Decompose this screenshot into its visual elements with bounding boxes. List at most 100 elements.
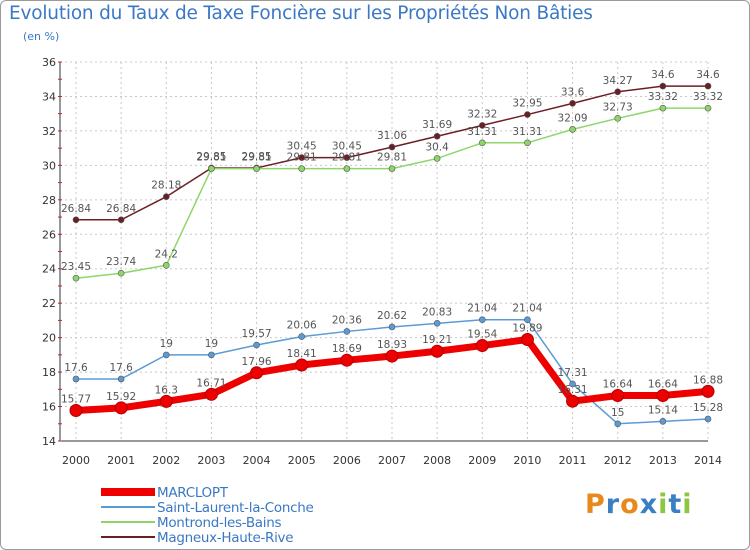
data-point-magneux-haute-rive — [298, 154, 306, 161]
data-label-marclopt: 19.54 — [467, 329, 497, 341]
data-label-marclopt: 18.93 — [377, 339, 407, 351]
data-label-saint-laurent-la-conche: 20.36 — [332, 314, 362, 326]
y-tick-label: 18 — [42, 366, 56, 379]
data-point-saint-laurent-la-conche — [704, 415, 712, 423]
x-tick-label: 2005 — [288, 454, 316, 467]
data-label-marclopt: 16.88 — [693, 374, 723, 386]
legend-swatch — [101, 521, 155, 523]
legend-label: Saint-Laurent-la-Conche — [157, 500, 314, 516]
x-tick-label: 2006 — [333, 454, 361, 467]
logo-letter: i — [658, 489, 669, 520]
data-point-marclopt — [430, 344, 444, 358]
data-label-montrond-les-bains: 29.81 — [287, 152, 317, 164]
data-label-montrond-les-bains: 33.32 — [693, 91, 723, 103]
data-label-magneux-haute-rive: 32.95 — [512, 98, 542, 110]
data-point-marclopt — [701, 384, 715, 398]
data-point-montrond-les-bains — [162, 261, 170, 269]
data-label-marclopt: 16.64 — [603, 379, 633, 391]
data-label-saint-laurent-la-conche: 20.83 — [422, 306, 452, 318]
data-point-saint-laurent-la-conche — [433, 320, 441, 327]
data-label-saint-laurent-la-conche: 15 — [611, 407, 624, 419]
chart-title: Evolution du Taux de Taxe Foncière sur l… — [9, 3, 593, 24]
data-label-saint-laurent-la-conche: 17.31 — [558, 367, 588, 379]
data-label-saint-laurent-la-conche: 15.28 — [693, 402, 723, 414]
legend-label: Magneux-Haute-Rive — [157, 530, 294, 546]
data-label-magneux-haute-rive: 28.18 — [151, 180, 181, 192]
data-point-montrond-les-bains — [704, 104, 712, 112]
x-tick-label: 2001 — [107, 454, 135, 467]
data-label-montrond-les-bains: 32.09 — [558, 112, 588, 124]
data-point-magneux-haute-rive — [524, 111, 531, 118]
data-point-marclopt — [340, 353, 354, 367]
data-label-saint-laurent-la-conche: 15.14 — [648, 404, 678, 416]
y-unit-label: (en %) — [23, 30, 60, 43]
data-label-montrond-les-bains: 31.31 — [512, 126, 542, 138]
data-point-marclopt — [385, 349, 399, 363]
data-point-montrond-les-bains — [569, 126, 576, 133]
data-point-marclopt — [114, 401, 128, 415]
y-tick-label: 36 — [42, 56, 56, 69]
logo-letter: x — [639, 489, 659, 520]
data-point-saint-laurent-la-conche — [569, 380, 576, 388]
data-label-saint-laurent-la-conche: 17.6 — [109, 362, 133, 374]
x-tick-label: 2011 — [559, 454, 587, 467]
x-tick-label: 2003 — [197, 454, 225, 467]
data-point-montrond-les-bains — [388, 165, 396, 172]
data-point-montrond-les-bains — [298, 165, 306, 172]
data-point-montrond-les-bains — [253, 165, 260, 172]
data-label-montrond-les-bains: 31.31 — [467, 126, 497, 138]
y-tick-label: 30 — [42, 159, 56, 172]
data-point-magneux-haute-rive — [388, 143, 396, 151]
legend-label: MARCLOPT — [157, 485, 228, 501]
data-label-saint-laurent-la-conche: 20.06 — [287, 320, 317, 332]
x-tick-label: 2010 — [513, 454, 541, 467]
data-label-montrond-les-bains: 23.74 — [106, 256, 136, 268]
data-label-saint-laurent-la-conche: 21.04 — [467, 303, 497, 315]
data-point-marclopt — [475, 339, 489, 353]
data-label-magneux-haute-rive: 26.84 — [106, 203, 136, 215]
data-point-magneux-haute-rive — [162, 193, 170, 201]
data-label-marclopt: 19.89 — [512, 323, 542, 335]
data-label-magneux-haute-rive: 31.69 — [422, 119, 452, 131]
data-label-magneux-haute-rive: 26.84 — [61, 203, 91, 215]
data-point-saint-laurent-la-conche — [614, 420, 622, 428]
y-tick-label: 14 — [42, 435, 56, 448]
data-label-magneux-haute-rive: 30.45 — [287, 141, 317, 153]
x-tick-label: 2012 — [604, 454, 632, 467]
data-label-saint-laurent-la-conche: 19 — [160, 338, 173, 350]
data-point-magneux-haute-rive — [614, 88, 622, 96]
y-tick-label: 28 — [42, 194, 56, 207]
y-tick-label: 22 — [42, 297, 56, 310]
data-point-saint-laurent-la-conche — [478, 316, 486, 324]
x-tick-label: 2013 — [649, 454, 677, 467]
y-tick-label: 24 — [42, 263, 56, 276]
data-point-montrond-les-bains — [117, 269, 125, 277]
data-label-montrond-les-bains: 29.81 — [196, 152, 226, 164]
data-label-saint-laurent-la-conche: 17.6 — [64, 362, 88, 374]
data-label-magneux-haute-rive: 29.85 — [196, 151, 226, 163]
data-label-montrond-les-bains: 32.73 — [603, 101, 633, 113]
data-point-marclopt — [656, 389, 670, 403]
data-point-montrond-les-bains — [659, 104, 667, 112]
proxiti-logo: Proxiti — [585, 489, 693, 520]
data-point-montrond-les-bains — [433, 155, 441, 162]
data-label-saint-laurent-la-conche: 19.57 — [242, 328, 272, 340]
data-point-saint-laurent-la-conche — [524, 316, 531, 324]
data-point-marclopt — [204, 387, 218, 401]
data-label-marclopt: 16.3 — [155, 384, 178, 396]
legend-label: Montrond-les-Bains — [157, 515, 282, 531]
x-tick-label: 2009 — [468, 454, 496, 467]
data-point-magneux-haute-rive — [72, 216, 80, 224]
data-point-saint-laurent-la-conche — [253, 341, 260, 349]
data-point-magneux-haute-rive — [117, 216, 125, 224]
logo-letter: r — [605, 489, 621, 520]
data-point-saint-laurent-la-conche — [72, 375, 80, 383]
data-label-marclopt: 15.77 — [61, 394, 91, 406]
data-point-saint-laurent-la-conche — [117, 375, 125, 383]
y-tick-label: 26 — [42, 228, 56, 241]
data-label-montrond-les-bains: 30.4 — [425, 141, 449, 153]
data-label-marclopt: 18.69 — [332, 343, 362, 355]
data-label-magneux-haute-rive: 33.6 — [561, 86, 585, 98]
